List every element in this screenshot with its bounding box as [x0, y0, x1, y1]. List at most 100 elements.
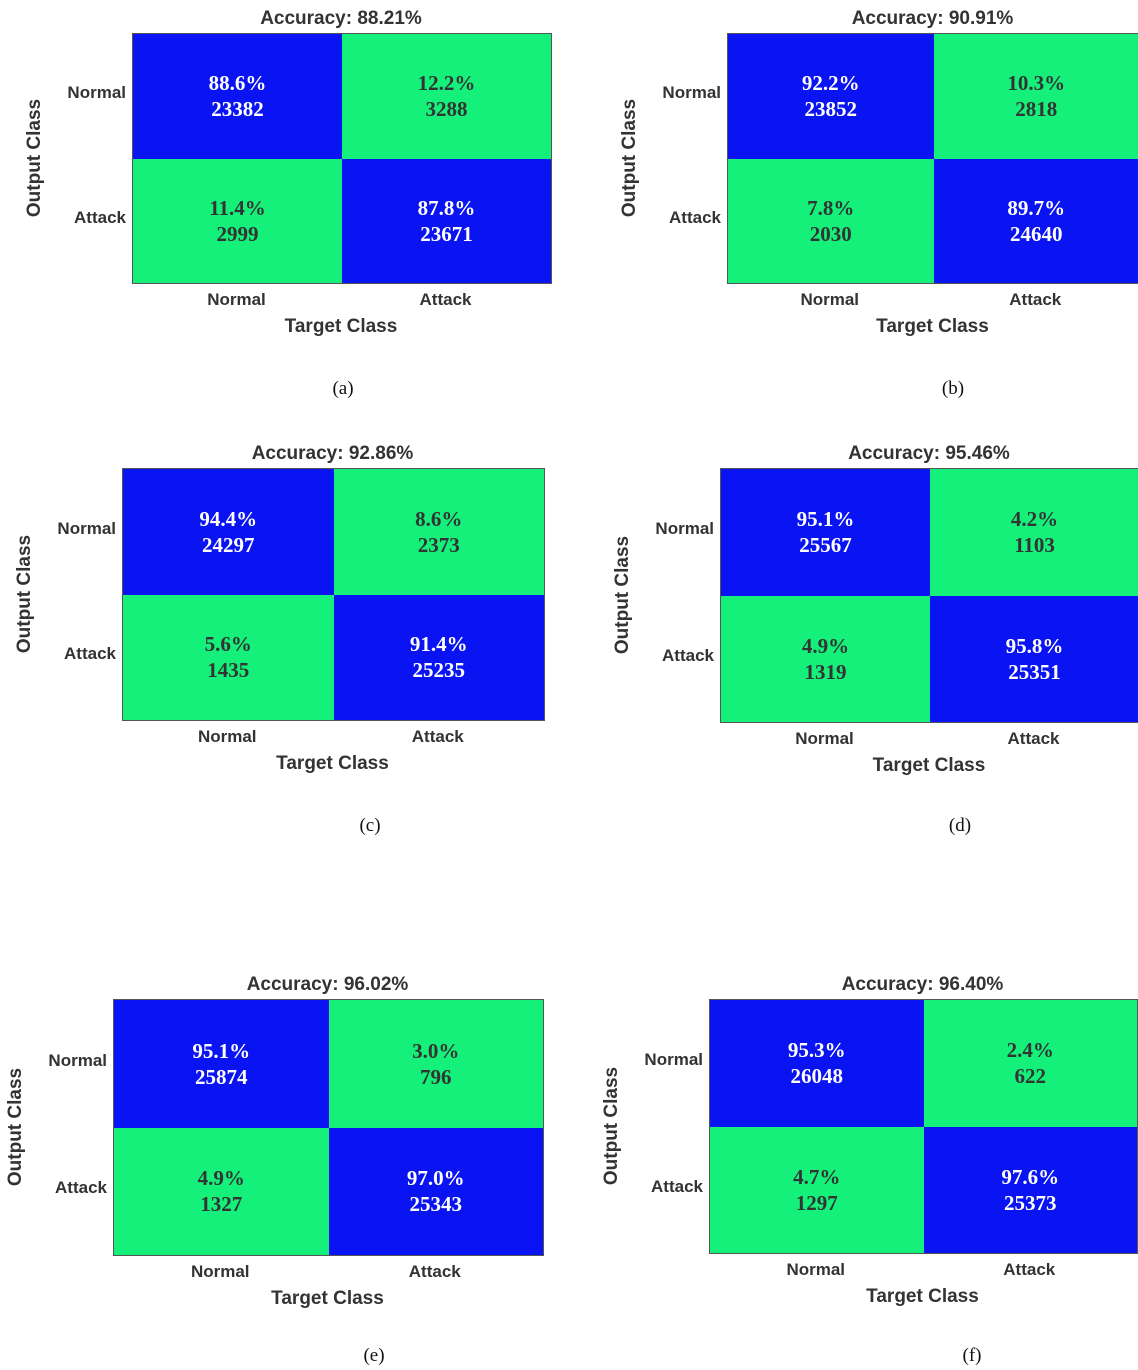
- matrix-cell: 11.4% 2999: [133, 158, 342, 283]
- panel-caption: (d): [948, 815, 972, 836]
- cell-count: 25567: [799, 533, 852, 558]
- cell-count: 25343: [409, 1192, 463, 1217]
- y-axis-title: Output Class: [619, 98, 640, 217]
- x-tick-label: Attack: [408, 1262, 461, 1281]
- x-tick-label: Attack: [1007, 729, 1060, 748]
- x-tick-label: Normal: [197, 727, 257, 746]
- cell-percentage: 5.6%: [204, 632, 252, 657]
- y-axis-title: Output Class: [5, 1067, 26, 1186]
- cell-percentage: 4.9%: [197, 1166, 245, 1191]
- cell-percentage: 88.6%: [208, 71, 267, 96]
- matrix-cell: 10.3% 2818: [933, 34, 1138, 159]
- x-tick-label: Attack: [1009, 290, 1062, 309]
- y-tick-label: Attack: [651, 1176, 703, 1196]
- cell-count: 2030: [809, 221, 852, 246]
- cell-count: 23671: [420, 221, 473, 246]
- matrix-cell: 92.2% 23852: [728, 34, 934, 159]
- panel-caption: (b): [941, 378, 965, 399]
- matrix-cell: 97.6% 25373: [923, 1126, 1137, 1253]
- x-axis-title: Target Class: [271, 1288, 384, 1309]
- matrix-cell: 3.0% 796: [328, 1000, 543, 1128]
- cell-percentage: 11.4%: [209, 195, 266, 220]
- confusion-matrix-grid: 95.1% 25874 3.0% 796 4.9% 1327 97.0% 25343: [113, 999, 544, 1256]
- matrix-cell: 95.1% 25874: [114, 1000, 329, 1128]
- matrix-cell: 4.9% 1327: [114, 1127, 329, 1255]
- matrix-cell: 95.3% 26048: [710, 1000, 924, 1127]
- cell-count: 25235: [412, 658, 466, 683]
- matrix-cell: 91.4% 25235: [333, 594, 544, 720]
- chart-title: Accuracy: 96.02%: [246, 974, 409, 995]
- matrix-cell: 97.0% 25343: [328, 1127, 543, 1255]
- y-tick-label: Attack: [669, 207, 721, 227]
- cell-percentage: 94.4%: [199, 506, 258, 531]
- cell-percentage: 95.8%: [1005, 633, 1064, 658]
- cell-percentage: 97.6%: [1001, 1164, 1060, 1189]
- cell-count: 25351: [1008, 659, 1061, 684]
- cell-percentage: 7.8%: [807, 195, 855, 220]
- cell-count: 796: [420, 1064, 452, 1089]
- panel-caption: (e): [363, 1345, 385, 1366]
- cell-percentage: 87.8%: [417, 195, 476, 220]
- cell-count: 24640: [1010, 221, 1063, 246]
- cell-count: 2999: [216, 221, 259, 246]
- cell-percentage: 95.3%: [787, 1038, 846, 1063]
- chart-title: Accuracy: 88.21%: [260, 8, 422, 29]
- confusion-matrix-grid: 95.1% 25567 4.2% 1103 4.9% 1319 95.8% 25351: [720, 468, 1138, 723]
- confusion-matrix-grid: 95.3% 26048 2.4% 622 4.7% 1297 97.6% 25373: [709, 999, 1138, 1254]
- cell-percentage: 4.2%: [1010, 507, 1059, 532]
- cell-count: 622: [1014, 1064, 1047, 1089]
- matrix-cell: 94.4% 24297: [123, 469, 334, 595]
- matrix-cell: 95.8% 25351: [930, 595, 1138, 722]
- matrix-cell: 2.4% 622: [923, 1000, 1137, 1127]
- y-tick-label: Attack: [64, 644, 116, 664]
- panel-caption: (f): [962, 1345, 982, 1366]
- x-tick-label: Normal: [800, 290, 860, 309]
- matrix-cell: 87.8% 23671: [342, 158, 551, 283]
- cell-count: 25373: [1004, 1190, 1057, 1215]
- y-tick-label: Normal: [655, 519, 714, 539]
- x-axis-title: Target Class: [866, 1286, 979, 1307]
- matrix-cell: 5.6% 1435: [123, 594, 334, 720]
- cell-percentage: 89.7%: [1007, 195, 1066, 220]
- cell-count: 2373: [417, 532, 460, 557]
- matrix-cell: 88.6% 23382: [133, 34, 342, 159]
- cell-percentage: 95.1%: [796, 507, 855, 532]
- y-tick-label: Normal: [57, 518, 116, 538]
- cell-percentage: 2.4%: [1006, 1038, 1054, 1063]
- cell-count: 1327: [200, 1192, 243, 1217]
- cell-percentage: 3.0%: [412, 1038, 460, 1063]
- y-tick-label: Normal: [662, 83, 721, 103]
- confusion-matrix-grid: 88.6% 23382 12.2% 3288 11.4% 2999 87.8% 23671: [132, 33, 552, 284]
- y-axis-title: Output Class: [612, 535, 633, 654]
- cell-percentage: 92.2%: [801, 71, 860, 96]
- cell-percentage: 95.1%: [192, 1038, 251, 1063]
- cell-percentage: 4.9%: [801, 633, 850, 658]
- x-tick-label: Attack: [411, 727, 464, 746]
- x-tick-label: Normal: [786, 1260, 846, 1279]
- cell-count: 25874: [195, 1064, 248, 1089]
- x-tick-label: Attack: [1003, 1260, 1056, 1279]
- matrix-cell: 4.7% 1297: [710, 1126, 924, 1253]
- y-tick-label: Attack: [662, 645, 714, 665]
- y-axis-title: Output Class: [601, 1066, 622, 1185]
- y-axis-title: Output Class: [24, 98, 45, 217]
- cell-count: 3288: [425, 97, 468, 122]
- x-tick-label: Normal: [207, 290, 266, 309]
- x-axis-title: Target Class: [872, 755, 986, 776]
- matrix-cell: 7.8% 2030: [728, 158, 934, 283]
- chart-title: Accuracy: 90.91%: [851, 8, 1014, 29]
- y-tick-label: Attack: [55, 1178, 107, 1198]
- cell-percentage: 4.7%: [793, 1164, 841, 1189]
- cell-percentage: 10.3%: [1007, 71, 1066, 96]
- matrix-cell: 4.2% 1103: [930, 469, 1138, 596]
- y-axis-title: Output Class: [14, 534, 35, 653]
- cell-count: 1103: [1014, 533, 1055, 558]
- y-tick-label: Normal: [644, 1050, 703, 1070]
- x-tick-label: Attack: [419, 290, 472, 309]
- matrix-cell: 89.7% 24640: [933, 158, 1138, 283]
- cell-count: 24297: [202, 532, 255, 557]
- matrix-cell: 8.6% 2373: [333, 469, 544, 595]
- x-axis-title: Target Class: [284, 316, 398, 337]
- cell-count: 1319: [804, 659, 847, 684]
- matrix-cell: 4.9% 1319: [721, 595, 930, 722]
